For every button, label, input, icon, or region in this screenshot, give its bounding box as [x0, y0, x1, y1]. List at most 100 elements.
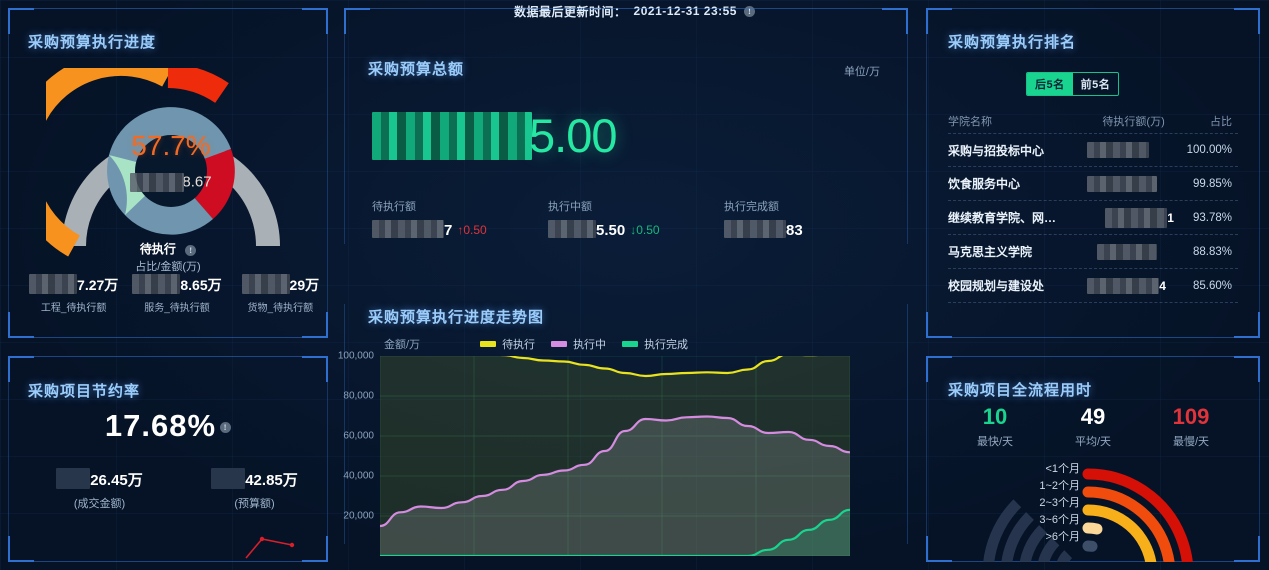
- stat-item-slowest: 109 最慢/天: [1142, 404, 1240, 449]
- chart-svg: [379, 326, 851, 558]
- panel-title-budget-progress: 采购预算执行进度: [28, 34, 157, 51]
- row-amount: 1: [1087, 207, 1180, 228]
- gauge-percent: 57.7%: [131, 130, 211, 161]
- chart-area-1: [380, 416, 850, 556]
- row-percent: 100.00%: [1186, 144, 1232, 156]
- panel-edge-bottom: [34, 337, 302, 338]
- redaction-mosaic: [1097, 243, 1158, 260]
- table-row[interactable]: 继续教育学院、网… 1 93.78%: [948, 201, 1238, 235]
- column-header-name: 学院名称: [948, 116, 992, 128]
- info-icon[interactable]: !: [185, 245, 197, 256]
- legend-label: 待执行: [502, 339, 536, 351]
- arc-label: 3~6个月: [1039, 514, 1080, 526]
- legend-item-completed[interactable]: 执行完成: [622, 336, 688, 352]
- stat-item: 42.85万 (预算额): [177, 468, 332, 511]
- row-percent: 93.78%: [1192, 211, 1232, 224]
- tab-bottom-5[interactable]: 后5名: [1027, 73, 1073, 95]
- panel-budget-total: 采购预算总额 单位/万 5.00 待执行额 7 ↑0.50 执行中额 5.50 …: [344, 8, 908, 270]
- mini-trend-line: [245, 536, 295, 559]
- panel-saving-rate: 采购项目节约率 17.68%! 26.45万 (成交金额) 42.85万 (预算…: [8, 356, 328, 562]
- panel-edge-left: [344, 34, 345, 244]
- corner-bracket-bl: [8, 312, 34, 338]
- gauge-center-sub: 占比/金额(万): [135, 261, 201, 273]
- legend-item-pending[interactable]: 待执行: [480, 336, 535, 352]
- row-name: 采购与招投标中心: [948, 143, 1045, 158]
- gauge-svg: [11, 51, 280, 257]
- info-icon[interactable]: !: [220, 422, 232, 433]
- corner-bracket-tr: [1234, 8, 1260, 34]
- info-icon[interactable]: !: [743, 5, 755, 17]
- corner-bracket-tr: [882, 8, 908, 34]
- table-row[interactable]: 采购与招投标中心 100.00%: [948, 133, 1238, 167]
- legend-swatch: [551, 341, 568, 347]
- duration-arc-labels: <1个月 1~2个月 2~3个月 3~6个月 >6个月: [988, 462, 1080, 544]
- stat-label: 执行完成额: [724, 201, 779, 213]
- panel-edge-right: [1259, 382, 1260, 536]
- row-amount: [1087, 243, 1180, 260]
- column-header-percent: 占比: [1209, 116, 1232, 128]
- ranking-table-body: 采购与招投标中心 100.00% 饮食服务中心 99.85% 继续教育学院、网……: [948, 133, 1238, 303]
- legend-swatch: [480, 341, 497, 347]
- panel-title-duration: 采购项目全流程用时: [948, 382, 1093, 399]
- table-row[interactable]: 饮食服务中心 99.85%: [948, 167, 1238, 201]
- panel-edge-right: [327, 382, 328, 536]
- arc-label: 1~2个月: [1039, 480, 1080, 492]
- stat-value: 5.50: [548, 220, 625, 239]
- legend-item-inprogress[interactable]: 执行中: [551, 336, 606, 352]
- stat-delta-down: ↓0.50: [630, 222, 660, 237]
- row-amount: 4: [1087, 277, 1180, 294]
- panel-edge-right: [907, 34, 908, 244]
- panel-edge-bottom: [952, 337, 1234, 338]
- chart-ytick: 40,000: [343, 470, 374, 482]
- redaction-mosaic: [132, 274, 181, 294]
- panel-edge-top: [34, 356, 302, 357]
- redaction-mosaic: [548, 220, 596, 238]
- stat-item: 26.45万 (成交金额): [22, 468, 177, 511]
- stat-item: 待执行额 7 ↑0.50: [372, 198, 548, 239]
- stat-label: 执行中额: [548, 201, 592, 213]
- update-time: 2021-12-31 23:55: [633, 4, 737, 18]
- panel-duration: 采购项目全流程用时 10 最快/天 49 平均/天 109 最慢/天: [926, 356, 1260, 562]
- row-amount: [1087, 142, 1180, 158]
- stat-value: 7.27万: [22, 274, 125, 295]
- saving-rate-stats: 26.45万 (成交金额) 42.85万 (预算额): [22, 468, 332, 511]
- stat-item: 执行中额 5.50 ↓0.50: [548, 198, 724, 239]
- ranking-tab-group[interactable]: 后5名 前5名: [1026, 72, 1120, 96]
- duration-stats: 10 最快/天 49 平均/天 109 最慢/天: [946, 404, 1240, 449]
- legend-label: 执行中: [573, 339, 607, 351]
- stat-label: 最快/天: [976, 436, 1014, 448]
- table-row[interactable]: 校园规划与建设处 4 85.60%: [948, 269, 1238, 303]
- arc-label: 2~3个月: [1039, 497, 1080, 509]
- gauge-center-label: 待执行 !: [8, 240, 328, 257]
- chart-ytick: 60,000: [343, 430, 374, 442]
- budget-progress-gauge: 57.7% 8.67: [11, 51, 296, 258]
- redaction-mosaic: [211, 468, 246, 489]
- panel-edge-top: [952, 356, 1234, 357]
- budget-progress-stats: 7.27万 工程_待执行额 8.65万 服务_待执行额 29万 货物_待执行额: [22, 274, 332, 314]
- corner-bracket-tl: [8, 356, 34, 382]
- corner-bracket-bl: [8, 536, 34, 562]
- stat-delta-up: ↑0.50: [457, 222, 487, 237]
- tab-top-5[interactable]: 前5名: [1080, 79, 1111, 91]
- budget-total-stats: 待执行额 7 ↑0.50 执行中额 5.50 ↓0.50 执行完成额 83: [372, 198, 902, 239]
- stat-value: 83: [724, 220, 803, 239]
- row-name: 校园规划与建设处: [948, 279, 1045, 293]
- panel-edge-top: [952, 8, 1234, 9]
- panel-title-saving-rate: 采购项目节约率: [28, 383, 141, 400]
- ranking-table-header: 学院名称 待执行额(万) 占比: [948, 113, 1238, 129]
- panel-edge-left: [926, 382, 927, 536]
- row-percent: 85.60%: [1192, 279, 1232, 292]
- chart-plot-area: 100,000 80,000 60,000 40,000 20,000: [338, 326, 851, 558]
- redaction-mosaic: [1087, 277, 1160, 294]
- stat-value: 29万: [229, 274, 332, 295]
- panel-edge-right: [327, 34, 328, 312]
- corner-bracket-tr: [302, 356, 328, 382]
- panel-edge-right: [1259, 34, 1260, 312]
- chart-ytick: 20,000: [343, 510, 374, 522]
- panel-edge-top: [370, 8, 882, 9]
- table-row[interactable]: 马克思主义学院 88.83%: [948, 235, 1238, 269]
- stat-item: 7.27万 工程_待执行额: [22, 274, 125, 314]
- redaction-mosaic: [1087, 175, 1158, 192]
- stat-value: 10: [982, 404, 1008, 429]
- stat-item: 29万 货物_待执行额: [229, 274, 332, 314]
